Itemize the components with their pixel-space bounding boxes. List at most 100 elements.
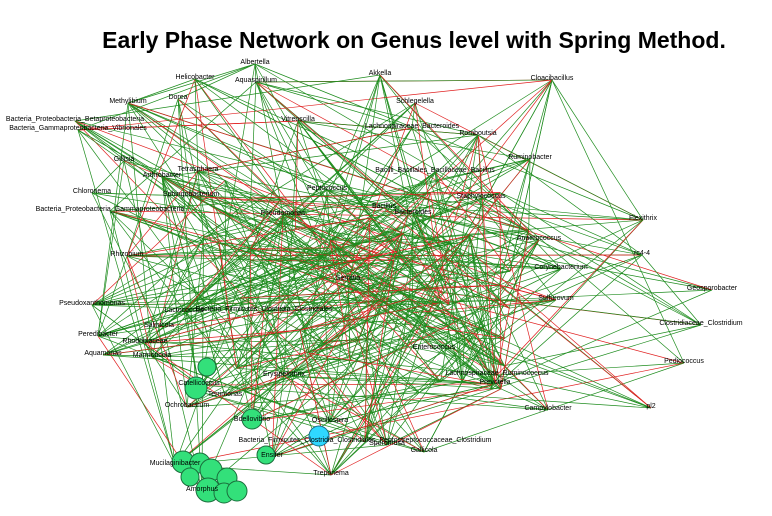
positive-edge bbox=[225, 102, 416, 274]
node-label: Sporomusa bbox=[369, 440, 405, 447]
negative-edge bbox=[194, 78, 349, 281]
node-label: Chloronema bbox=[73, 188, 111, 195]
positive-edge bbox=[177, 63, 256, 100]
positive-edge bbox=[236, 214, 284, 369]
positive-edge bbox=[366, 338, 493, 386]
positive-edge bbox=[174, 299, 381, 466]
positive-edge bbox=[91, 304, 200, 386]
positive-edge bbox=[161, 176, 226, 397]
node-bubble bbox=[256, 445, 276, 465]
positive-edge bbox=[240, 224, 340, 299]
positive-edge bbox=[469, 235, 502, 389]
negative-edge bbox=[496, 219, 644, 376]
positive-edge bbox=[174, 120, 299, 466]
positive-edge bbox=[423, 362, 685, 453]
node-label: Rhodobiaceae bbox=[122, 338, 167, 345]
positive-edge bbox=[186, 302, 441, 408]
node-bubble bbox=[197, 357, 217, 377]
positive-edge bbox=[504, 299, 557, 339]
node-label: Albertella bbox=[240, 59, 269, 66]
positive-edge bbox=[174, 235, 470, 466]
positive-edge bbox=[366, 260, 394, 339]
positive-edge bbox=[386, 326, 427, 446]
node-label: Akkella bbox=[369, 70, 392, 77]
positive-edge bbox=[403, 232, 486, 327]
positive-edge bbox=[309, 301, 441, 383]
positive-edge bbox=[295, 228, 334, 246]
positive-edge bbox=[299, 329, 331, 423]
negative-edge bbox=[347, 279, 441, 383]
positive-edge bbox=[480, 197, 643, 256]
figure-title: Early Phase Network on Genus level with … bbox=[102, 27, 726, 53]
positive-edge bbox=[551, 79, 644, 221]
positive-edge bbox=[297, 120, 426, 288]
positive-edge bbox=[423, 239, 540, 453]
positive-edge bbox=[127, 78, 196, 104]
positive-edge bbox=[97, 160, 125, 337]
positive-edge bbox=[364, 233, 403, 443]
positive-edge bbox=[419, 134, 479, 261]
negative-edge bbox=[102, 329, 301, 356]
positive-edge bbox=[224, 180, 227, 274]
positive-edge bbox=[249, 259, 450, 306]
negative-edge bbox=[190, 195, 385, 209]
positive-edge bbox=[499, 192, 702, 326]
negative-edge bbox=[425, 287, 450, 306]
node-label: Clostridiaceae_Clostridium bbox=[659, 320, 742, 327]
negative-edge bbox=[127, 102, 713, 291]
positive-edge bbox=[224, 180, 251, 249]
node-label: Staphylococcus bbox=[456, 193, 506, 200]
positive-edge bbox=[74, 120, 324, 258]
positive-edge bbox=[329, 74, 381, 423]
positive-edge bbox=[245, 259, 251, 393]
positive-edge bbox=[440, 219, 644, 383]
positive-edge bbox=[412, 213, 445, 293]
positive-edge bbox=[477, 134, 643, 256]
negative-edge bbox=[198, 383, 496, 386]
positive-edge bbox=[271, 324, 702, 458]
positive-edge bbox=[190, 195, 321, 260]
negative-edge bbox=[250, 192, 500, 199]
node-label: Catellicoccus bbox=[178, 380, 220, 387]
positive-edge bbox=[462, 381, 493, 390]
positive-edge bbox=[323, 342, 441, 383]
positive-edge bbox=[384, 134, 479, 298]
negative-edge bbox=[476, 256, 652, 409]
positive-edge bbox=[425, 325, 505, 367]
node-label: Romboutsia bbox=[459, 130, 496, 137]
positive-edge bbox=[297, 120, 479, 136]
positive-edge bbox=[322, 192, 501, 258]
positive-edge bbox=[448, 235, 470, 305]
node-bubble bbox=[184, 376, 208, 400]
node-label: Dorea bbox=[168, 94, 187, 101]
positive-edge bbox=[308, 212, 409, 354]
label-layer: Helicobacter Albertella Aquaspirillum Akkel… bbox=[6, 59, 743, 493]
positive-edge bbox=[299, 233, 403, 331]
positive-edge bbox=[271, 375, 285, 458]
positive-edge bbox=[255, 81, 413, 129]
negative-edge bbox=[236, 338, 367, 369]
node-label: Serratia bbox=[336, 275, 361, 282]
positive-edge bbox=[384, 296, 493, 386]
positive-edge bbox=[91, 192, 160, 328]
positive-edge bbox=[379, 74, 410, 214]
node-label: Ruminobacter bbox=[508, 154, 552, 161]
negative-edge bbox=[433, 79, 553, 238]
node-label: Sulfurovum bbox=[538, 295, 574, 302]
positive-edge bbox=[408, 213, 414, 299]
positive-edge bbox=[263, 256, 324, 312]
positive-edge bbox=[499, 192, 643, 256]
negative-edge bbox=[412, 299, 557, 314]
negative-edge bbox=[414, 102, 435, 238]
positive-edge bbox=[498, 158, 531, 286]
node-label: Flexithrix bbox=[629, 215, 658, 222]
node-bubble bbox=[308, 425, 330, 447]
negative-edge bbox=[369, 217, 403, 234]
positive-edge bbox=[341, 127, 413, 248]
positive-edge bbox=[347, 171, 436, 281]
positive-edge bbox=[403, 158, 531, 234]
positive-edge bbox=[127, 102, 328, 191]
positive-edge bbox=[126, 247, 342, 257]
node-label: Bacteroides bbox=[395, 209, 432, 216]
positive-edge bbox=[322, 256, 381, 301]
